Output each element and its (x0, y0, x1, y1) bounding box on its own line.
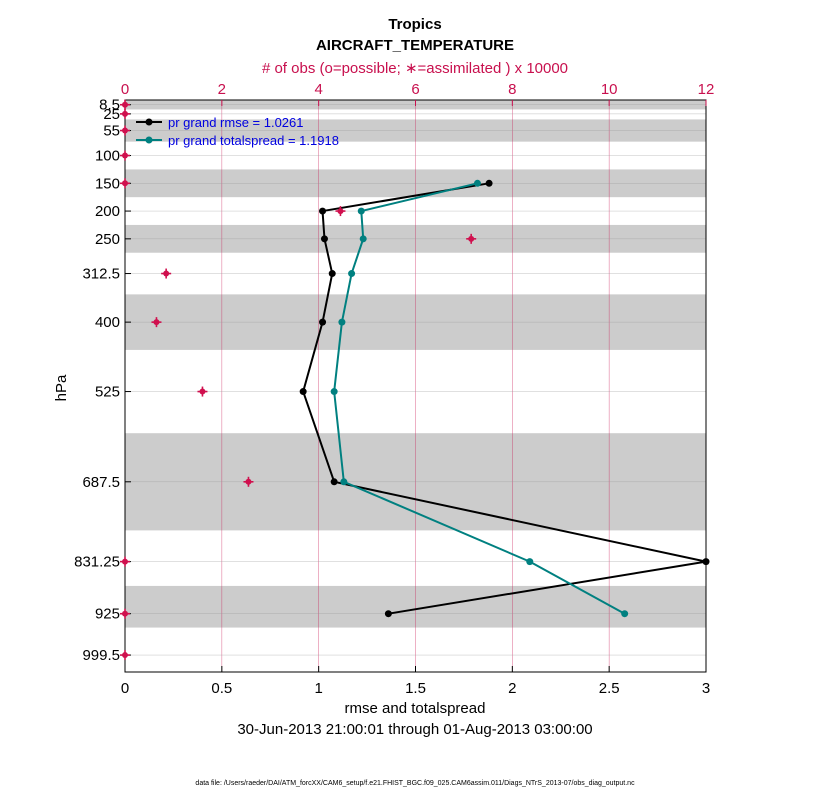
x-tick-label-3: 1.5 (405, 680, 426, 697)
legend-rmse-label: pr grand rmse = 1.0261 (168, 115, 304, 130)
series-0-point-1 (319, 207, 327, 215)
x-tick-label-6: 3 (702, 680, 710, 697)
top-tick-label-0: 0 (121, 81, 129, 98)
x-tick-label-0: 0 (121, 680, 129, 697)
top-tick-label-4: 8 (508, 81, 516, 98)
time-range: 30-Jun-2013 21:00:01 through 01-Aug-2013… (237, 721, 592, 738)
series-1-point-5 (330, 388, 338, 396)
legend-spread-marker (145, 136, 153, 144)
obs-marker-9 (243, 476, 254, 487)
top-tick-label-3: 6 (411, 81, 419, 98)
obs-count-layer (120, 99, 477, 661)
y-axis-label: hPa (53, 374, 70, 401)
y-tick-label-13: 999.5 (82, 647, 120, 664)
series-1-point-2 (359, 235, 367, 243)
chart-subtitle: AIRCRAFT_TEMPERATURE (316, 37, 514, 54)
legend-rmse-marker (145, 118, 153, 126)
obs-marker-2 (120, 125, 130, 136)
top-tick-label-5: 10 (601, 81, 618, 98)
y-tick-label-2: 55 (103, 123, 120, 140)
series-1-point-3 (348, 270, 356, 278)
series-0-point-0 (485, 179, 493, 187)
obs-marker-6 (161, 268, 172, 279)
obs-marker-3 (120, 150, 130, 161)
x-axis-label: rmse and totalspread (345, 700, 486, 717)
series-0-point-7 (702, 558, 710, 566)
obs-marker-4 (120, 178, 130, 189)
series-layer (299, 179, 710, 618)
obs-marker-0 (120, 99, 130, 110)
footer-datafile: data file: /Users/raeder/DAI/ATM_forcXX/… (195, 780, 635, 787)
y-tick-label-5: 200 (95, 203, 120, 220)
top-tick-label-1: 2 (218, 81, 226, 98)
series-0-point-8 (384, 610, 392, 618)
obs-marker-7 (151, 317, 162, 328)
top-tick-label-2: 4 (314, 81, 322, 98)
y-tick-label-3: 100 (95, 148, 120, 165)
obs-marker-8 (197, 386, 208, 397)
top-tick-label-6: 12 (698, 81, 715, 98)
top-axis-label: # of obs (o=possible; ∗=assimilated ) x … (262, 60, 568, 77)
obs-marker-1 (120, 108, 130, 119)
chart-title: Tropics (388, 16, 441, 33)
series-1-point-0 (473, 179, 481, 187)
top-axis: 0 2 4 6 8 10 12 (121, 81, 715, 106)
series-0-point-4 (319, 318, 327, 326)
x-tick-label-2: 1 (314, 680, 322, 697)
series-0-point-6 (330, 478, 338, 486)
y-tick-label-8: 400 (95, 314, 120, 331)
y-tick-label-10: 687.5 (82, 474, 120, 491)
x-tick-label-5: 2.5 (599, 680, 620, 697)
obs-marker-12 (120, 650, 130, 661)
legend-spread-label: pr grand totalspread = 1.1918 (168, 133, 339, 148)
series-1-point-1 (357, 207, 365, 215)
y-tick-label-4: 150 (95, 175, 120, 192)
obs-marker-13 (466, 233, 477, 244)
y-tick-label-11: 831.25 (74, 554, 120, 571)
y-tick-label-6: 250 (95, 231, 120, 248)
series-1-point-4 (338, 318, 346, 326)
series-1-point-7 (526, 558, 534, 566)
series-0-point-2 (320, 235, 328, 243)
series-0-point-5 (299, 388, 307, 396)
y-tick-label-0: 8.5 (99, 97, 120, 114)
series-1-point-8 (621, 610, 629, 618)
x-tick-label-4: 2 (508, 680, 516, 697)
series-1-point-6 (340, 478, 348, 486)
bottom-axis: 0 0.5 1 1.5 2 2.5 3 (121, 666, 710, 697)
obs-marker-5 (335, 206, 346, 217)
x-tick-label-1: 0.5 (211, 680, 232, 697)
y-tick-label-12: 925 (95, 606, 120, 623)
obs-marker-10 (120, 556, 130, 567)
series-0-point-3 (328, 270, 336, 278)
legend: pr grand rmse = 1.0261 pr grand totalspr… (136, 115, 339, 148)
obs-marker-11 (120, 608, 130, 619)
y-tick-label-9: 525 (95, 384, 120, 401)
y-tick-label-7: 312.5 (82, 266, 120, 283)
y-tick-label-1: 25 (103, 106, 120, 123)
